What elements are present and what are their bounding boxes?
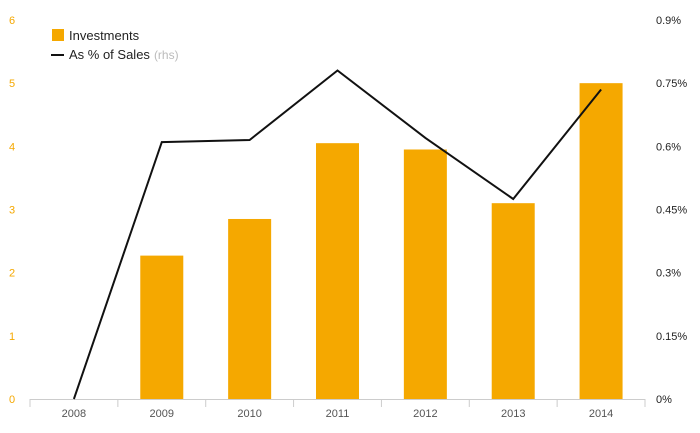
sales-percent-line <box>72 69 602 400</box>
x-tick-label: 2009 <box>150 408 174 420</box>
right-tick-label: 0.15% <box>656 331 687 343</box>
x-tick-label: 2010 <box>237 408 261 420</box>
legend-sales-label: As % of Sales (rhs) <box>69 47 179 62</box>
left-tick-label: 5 <box>9 78 15 90</box>
investment-bar <box>316 143 359 399</box>
x-tick-label: 2011 <box>326 408 350 420</box>
right-tick-label: 0% <box>656 394 672 406</box>
right-tick-label: 0.75% <box>656 78 687 90</box>
x-axis-ticks: 2008 2009 2010 2011 2012 2013 2014 <box>29 399 646 420</box>
left-tick-label: 2 <box>9 268 15 280</box>
left-axis-ticks: 0 1 2 3 4 5 6 <box>9 15 15 406</box>
legend-investments-label: Investments <box>69 28 140 43</box>
investment-bars <box>140 83 623 400</box>
x-tick-label: 2012 <box>413 408 437 420</box>
left-tick-label: 3 <box>9 205 15 217</box>
left-tick-label: 0 <box>9 394 15 406</box>
legend[interactable]: Investments As % of Sales (rhs) <box>51 28 179 62</box>
left-tick-label: 6 <box>9 15 15 27</box>
left-tick-label: 4 <box>9 141 15 153</box>
investment-bar <box>140 255 184 399</box>
left-tick-label: 1 <box>9 331 15 343</box>
investment-bar <box>579 83 623 400</box>
x-tick-label: 2013 <box>501 408 525 420</box>
right-tick-label: 0.6% <box>656 141 681 153</box>
right-tick-label: 0.9% <box>656 15 681 27</box>
x-tick-label: 2008 <box>62 408 86 420</box>
legend-investments-swatch <box>52 29 64 41</box>
right-tick-label: 0.45% <box>656 205 687 217</box>
investment-bar <box>228 218 272 399</box>
investment-bar <box>403 149 447 399</box>
right-axis-ticks: 0% 0.15% 0.3% 0.45% 0.6% 0.75% 0.9% <box>656 15 687 406</box>
x-tick-label: 2014 <box>589 408 613 420</box>
investment-bar <box>491 203 535 399</box>
right-tick-label: 0.3% <box>656 268 681 280</box>
